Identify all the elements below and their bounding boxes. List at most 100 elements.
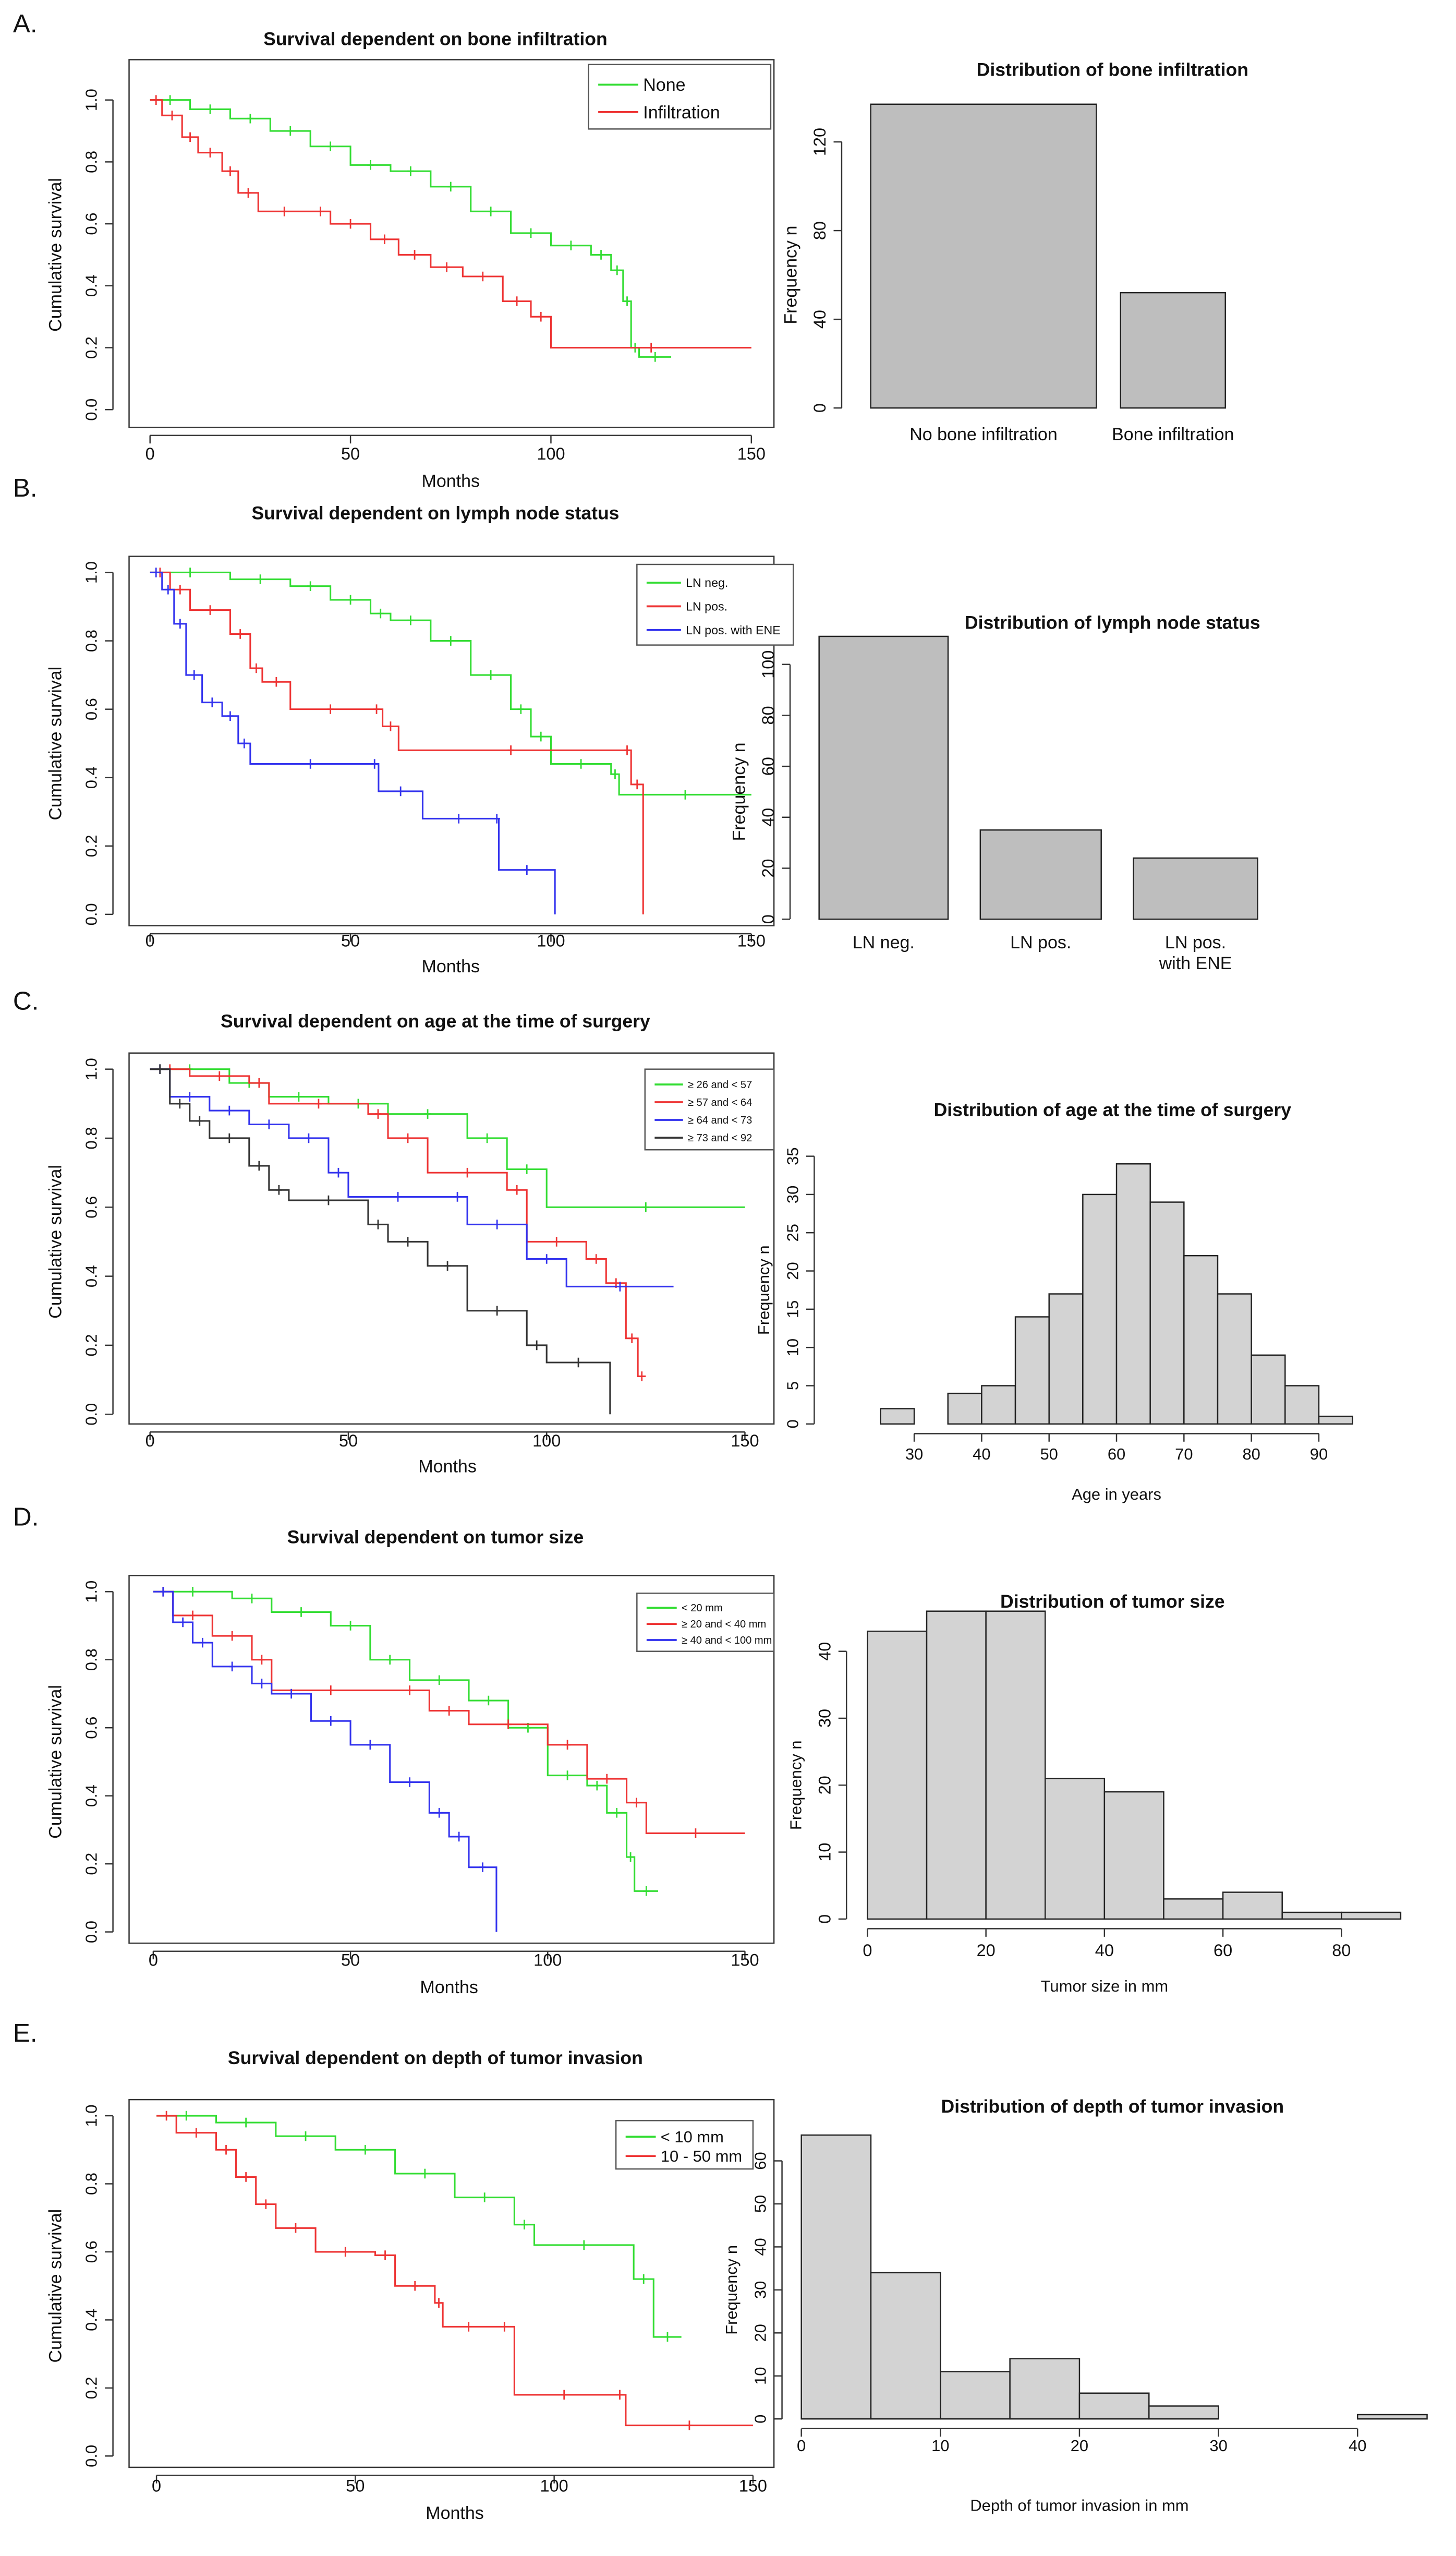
histogram-bar-0: [867, 1630, 928, 1920]
censor-mark: [404, 1237, 411, 1247]
censor-mark: [153, 95, 160, 105]
y-tick-label: 1.0: [82, 1058, 101, 1080]
censor-mark: [287, 126, 294, 136]
censor-mark: [187, 568, 193, 577]
histogram-bar-4: [1103, 1791, 1164, 1920]
x-tick-label: 40: [1095, 1941, 1114, 1960]
censor-mark: [237, 629, 244, 639]
y-tick-label: 5: [783, 1381, 802, 1390]
x-tick-label: 150: [731, 1431, 759, 1450]
y-tick-label: 20: [759, 859, 778, 877]
histogram-bar-2: [947, 1392, 982, 1425]
y-tick-label: 0.2: [82, 1334, 101, 1356]
y-tick-label: 0: [751, 2415, 770, 2424]
x-tick-label: 40: [1349, 2437, 1366, 2455]
legend-label: ≥ 20 and < 40 mm: [682, 1619, 766, 1630]
censor-mark: [288, 1689, 295, 1699]
category-label: LN pos. with ENE: [1159, 933, 1232, 973]
censor-mark: [247, 114, 254, 124]
y-tick-label: 0.0: [82, 1921, 101, 1943]
censor-mark: [298, 1607, 305, 1617]
y-tick-label: 40: [759, 808, 778, 827]
censor-mark: [193, 2128, 200, 2138]
legend-box: [636, 563, 794, 646]
censor-mark: [613, 1808, 620, 1818]
y-axis-label: Frequency n: [787, 1740, 805, 1830]
censor-mark: [543, 1254, 550, 1264]
plot-frame: [128, 2099, 775, 2468]
x-tick-label: 0: [145, 932, 155, 950]
censor-mark: [176, 1099, 183, 1109]
x-tick-label: 50: [341, 1951, 360, 1970]
x-tick-label: 60: [1214, 1941, 1232, 1960]
censor-mark: [257, 574, 264, 584]
y-tick-label: 0.2: [82, 336, 101, 359]
panel-label: B.: [13, 474, 38, 502]
y-tick-label: 120: [810, 128, 829, 156]
x-axis-label: Months: [426, 2503, 484, 2523]
censor-mark: [186, 1092, 193, 1102]
censor-mark: [347, 219, 354, 229]
censor-mark: [527, 228, 535, 238]
legend: < 20 mm ≥ 20 and < 40 mm ≥ 40 and < 100 mm: [636, 1593, 775, 1652]
histogram-bar-2: [940, 2371, 1011, 2420]
histogram-bar-3: [1045, 1778, 1106, 1920]
y-axis-label: Cumulative survival: [46, 2209, 66, 2363]
censor-mark: [227, 711, 234, 721]
survival-curve-3: [150, 1068, 611, 1415]
censor-mark: [538, 731, 544, 742]
y-tick-label: 0: [759, 914, 778, 924]
y-tick-label: 1.0: [82, 1581, 101, 1603]
y-axis-label: Cumulative survival: [46, 1685, 66, 1839]
censor-mark: [692, 1828, 699, 1838]
censor-mark: [533, 1340, 540, 1351]
censor-mark: [160, 1587, 166, 1597]
censor-mark: [493, 1220, 501, 1229]
censor-mark: [335, 1167, 342, 1178]
censor-mark: [196, 1116, 203, 1126]
censor-mark: [538, 311, 544, 322]
x-tick-label: 100: [537, 932, 565, 950]
histogram-bar-11: [1251, 1354, 1286, 1425]
y-tick-label: 30: [783, 1186, 802, 1203]
x-tick-label: 150: [731, 1951, 759, 1970]
histogram-bar-4: [1014, 1316, 1050, 1425]
panel-label: E.: [13, 2019, 38, 2047]
bar-1: [979, 829, 1102, 920]
censor-mark: [524, 865, 530, 875]
y-tick-label: 0.6: [82, 1717, 101, 1739]
censor-mark: [371, 759, 378, 769]
censor-mark: [347, 1621, 354, 1631]
x-tick-label: 80: [1242, 1445, 1260, 1463]
y-tick-label: 40: [815, 1642, 834, 1661]
censor-mark: [524, 1164, 530, 1174]
censor-mark: [242, 2117, 249, 2128]
censor-mark: [564, 1740, 571, 1750]
y-tick-label: 80: [810, 221, 829, 240]
y-tick-label: 0.0: [82, 399, 101, 421]
censor-mark: [487, 207, 494, 216]
censor-mark: [407, 615, 414, 625]
plot-frame: [128, 1575, 775, 1944]
censor-mark: [367, 1740, 374, 1750]
y-tick-label: 80: [759, 706, 778, 725]
censor-mark: [327, 1685, 334, 1695]
x-tick-label: 0: [797, 2437, 806, 2455]
y-tick-label: 60: [751, 2152, 770, 2169]
censor-mark: [373, 704, 380, 714]
censor-mark: [258, 1655, 265, 1665]
bar-1: [1120, 292, 1226, 409]
chart-title: Survival dependent on bone infiltration: [263, 29, 608, 50]
censor-mark: [406, 1685, 413, 1695]
censor-mark: [561, 2390, 567, 2400]
censor-mark: [624, 296, 630, 306]
censor-mark: [517, 704, 524, 714]
y-tick-label: 40: [810, 310, 829, 329]
chart-title: Survival dependent on tumor size: [287, 1527, 584, 1548]
censor-mark: [228, 1631, 236, 1641]
censor-mark: [317, 207, 324, 216]
censor-mark: [481, 2192, 488, 2202]
censor-mark: [374, 1109, 382, 1119]
x-axis-label: Months: [420, 1978, 478, 1997]
censor-mark: [564, 1770, 571, 1780]
